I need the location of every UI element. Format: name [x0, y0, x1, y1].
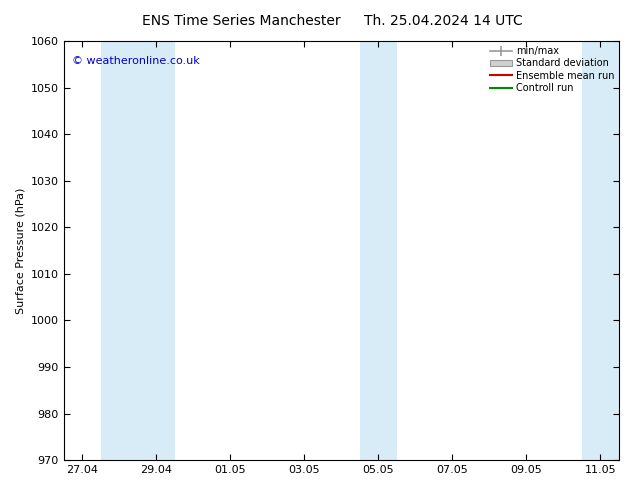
Text: Th. 25.04.2024 14 UTC: Th. 25.04.2024 14 UTC — [365, 14, 523, 28]
Bar — [359, 41, 397, 460]
Bar — [582, 41, 619, 460]
Bar — [101, 41, 174, 460]
Text: © weatheronline.co.uk: © weatheronline.co.uk — [72, 56, 200, 66]
Text: ENS Time Series Manchester: ENS Time Series Manchester — [141, 14, 340, 28]
Legend: min/max, Standard deviation, Ensemble mean run, Controll run: min/max, Standard deviation, Ensemble me… — [488, 44, 616, 95]
Y-axis label: Surface Pressure (hPa): Surface Pressure (hPa) — [15, 187, 25, 314]
